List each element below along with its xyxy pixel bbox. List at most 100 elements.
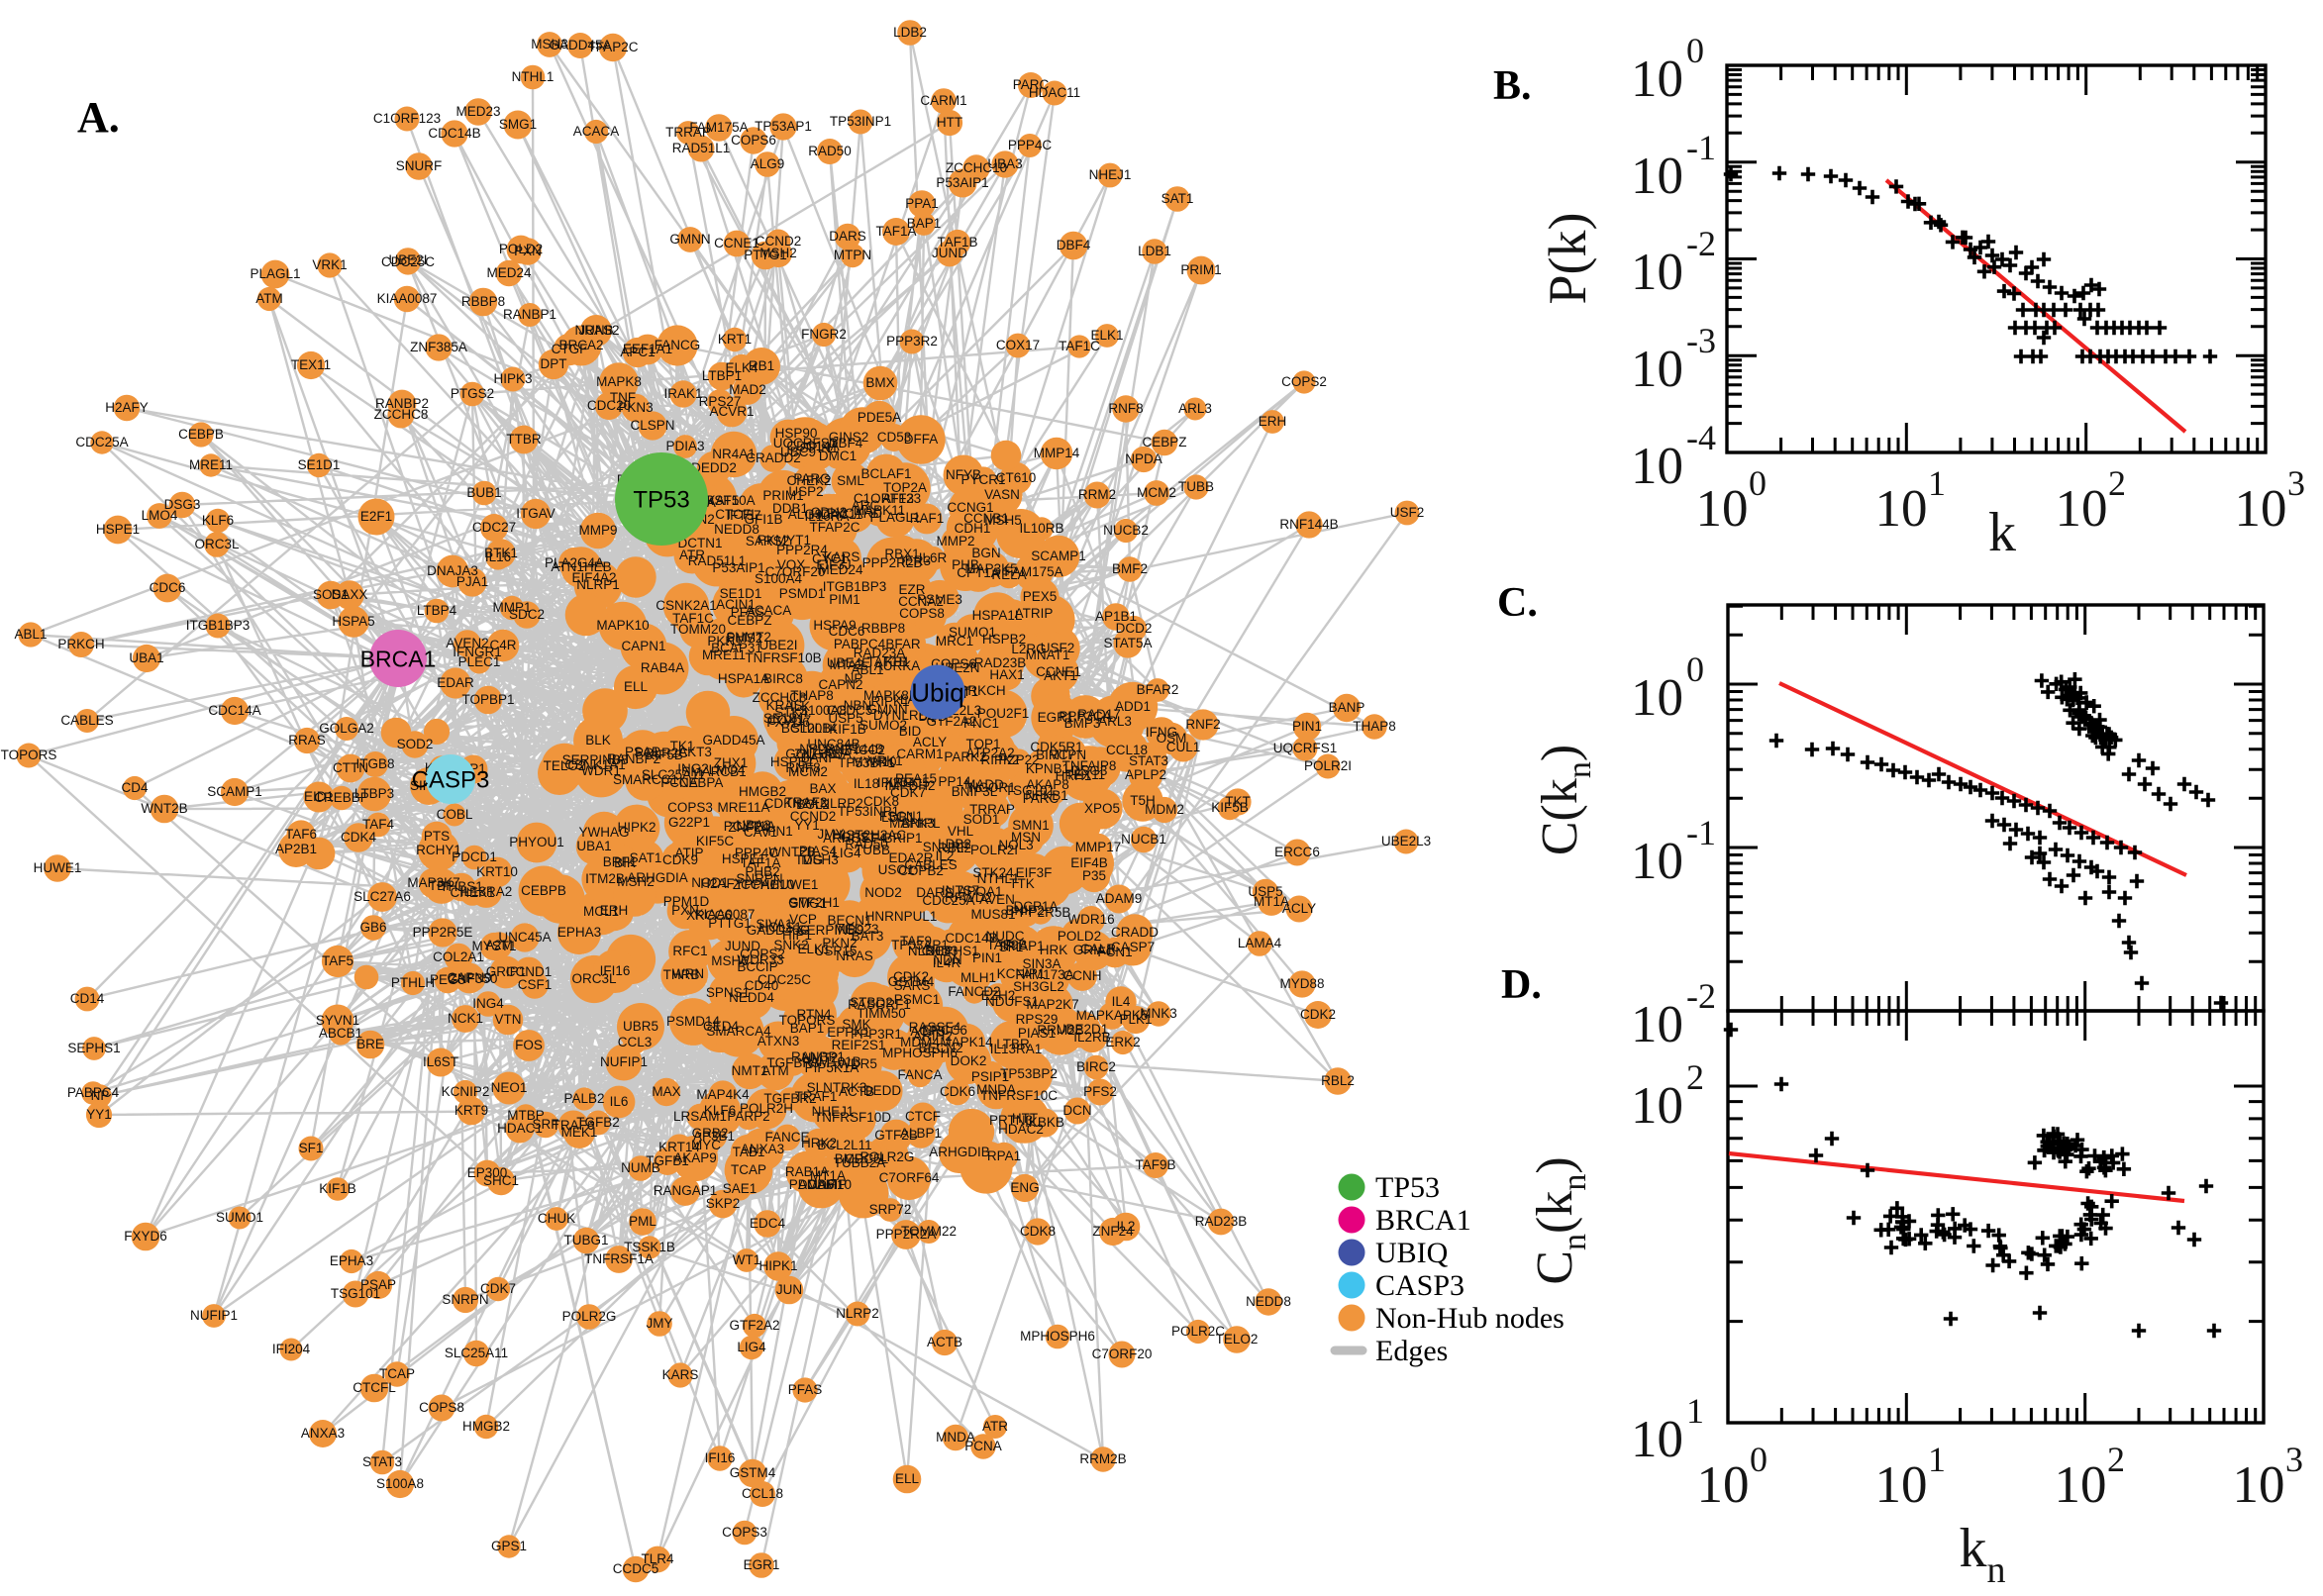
svg-text:MMP9: MMP9 <box>578 523 617 538</box>
svg-text:CT610: CT610 <box>996 470 1037 485</box>
svg-text:PPP2R5E: PPP2R5E <box>413 925 473 940</box>
svg-text:RANBP2: RANBP2 <box>375 396 429 411</box>
svg-text:GPS1: GPS1 <box>841 830 876 845</box>
svg-text:MPHOSPH6: MPHOSPH6 <box>882 1046 958 1060</box>
svg-text:BCLAF1: BCLAF1 <box>860 466 911 481</box>
svg-text:LTBP3: LTBP3 <box>354 786 394 801</box>
svg-text:HSPA1L: HSPA1L <box>972 608 1023 623</box>
svg-text:PXN: PXN <box>514 244 542 258</box>
svg-text:CDKN2A: CDKN2A <box>764 796 819 811</box>
svg-text:VOX: VOX <box>777 557 806 572</box>
svg-text:MAP4K4: MAP4K4 <box>696 1087 750 1102</box>
svg-text:MSH2: MSH2 <box>617 874 655 889</box>
svg-text:C4R: C4R <box>489 638 516 652</box>
svg-text:POLR2C: POLR2C <box>635 746 688 760</box>
svg-text:10: 10 <box>1631 244 1683 301</box>
svg-text:KARS: KARS <box>662 1367 699 1382</box>
svg-text:ARHGEF4: ARHGEF4 <box>823 831 886 846</box>
svg-text:MADD: MADD <box>964 777 1004 792</box>
svg-text:EIF4B: EIF4B <box>1070 855 1108 870</box>
svg-text:MLH1: MLH1 <box>960 970 996 985</box>
svg-text:BRIP1: BRIP1 <box>883 831 922 846</box>
svg-text:PSAP: PSAP <box>360 1277 396 1292</box>
svg-text:RAD51L1: RAD51L1 <box>672 141 731 155</box>
svg-text:MCL1: MCL1 <box>583 904 619 919</box>
svg-text:NUCB2: NUCB2 <box>1103 523 1149 538</box>
svg-text:ACACA: ACACA <box>573 124 620 139</box>
svg-text:LIG4: LIG4 <box>832 846 861 860</box>
svg-text:VRK1: VRK1 <box>312 257 347 272</box>
svg-text:RAD23B: RAD23B <box>1195 1214 1248 1229</box>
svg-text:S100A4: S100A4 <box>755 571 803 586</box>
svg-text:DCP1A: DCP1A <box>1013 899 1058 914</box>
svg-text:NPDA: NPDA <box>1125 451 1162 466</box>
svg-text:FCN1: FCN1 <box>1097 945 1132 959</box>
svg-text:PCNA: PCNA <box>660 775 698 790</box>
svg-text:NCOR1: NCOR1 <box>968 780 1015 795</box>
svg-text:RPS27: RPS27 <box>699 394 742 409</box>
svg-text:PSAP: PSAP <box>625 745 660 759</box>
svg-text:IL10RB: IL10RB <box>1019 521 1063 536</box>
svg-text:ERK2: ERK2 <box>1105 1035 1140 1049</box>
svg-text:DCD2: DCD2 <box>1116 621 1153 636</box>
svg-text:RNF144B: RNF144B <box>825 742 883 756</box>
svg-text:SCAMP1: SCAMP1 <box>207 784 262 799</box>
svg-text:HMGB2: HMGB2 <box>462 1419 510 1434</box>
svg-text:COPS3: COPS3 <box>722 1525 767 1540</box>
svg-text:GADD45G: GADD45G <box>747 923 811 938</box>
svg-text:ANXA3: ANXA3 <box>741 1142 784 1156</box>
svg-text:DSG3: DSG3 <box>164 497 201 512</box>
svg-text:TGFB1: TGFB1 <box>646 1153 689 1168</box>
svg-text:TBP: TBP <box>429 878 454 893</box>
svg-text:IL18: IL18 <box>854 776 879 791</box>
svg-text:UNC84B: UNC84B <box>807 737 859 751</box>
svg-text:BCL2L14: BCL2L14 <box>781 721 838 736</box>
svg-text:NDUFS1: NDUFS1 <box>985 994 1039 1009</box>
svg-text:CALR: CALR <box>1080 942 1116 956</box>
svg-text:SERPINB9: SERPINB9 <box>798 923 864 938</box>
svg-text:RANBP2: RANBP2 <box>607 751 660 766</box>
svg-text:MYH10: MYH10 <box>852 754 896 769</box>
svg-text:XRCC6: XRCC6 <box>686 908 732 923</box>
svg-text:PPA1: PPA1 <box>905 196 939 211</box>
svg-text:PTGS2: PTGS2 <box>451 386 494 401</box>
svg-text:EZR: EZR <box>899 582 926 597</box>
svg-text:KRT14: KRT14 <box>658 1140 700 1154</box>
svg-text:TRRAP: TRRAP <box>665 125 711 140</box>
svg-text:KRT10: KRT10 <box>476 864 518 879</box>
svg-text:BCCIP: BCCIP <box>737 959 777 974</box>
svg-text:TSG101: TSG101 <box>331 1286 380 1301</box>
svg-text:DARS: DARS <box>916 885 954 900</box>
svg-text:RASSF4: RASSF4 <box>909 1020 961 1035</box>
svg-text:DBF4: DBF4 <box>829 436 863 450</box>
svg-text:PJA1: PJA1 <box>456 574 488 589</box>
svg-text:BECN2: BECN2 <box>918 1041 962 1055</box>
svg-text:GOLGA3: GOLGA3 <box>785 747 841 761</box>
svg-text:IER3: IER3 <box>901 553 931 568</box>
svg-text:FANCE: FANCE <box>764 1130 809 1145</box>
svg-text:TUBB2A: TUBB2A <box>834 1155 886 1170</box>
svg-text:HTT: HTT <box>937 115 962 130</box>
svg-text:ALBP1: ALBP1 <box>900 1126 942 1141</box>
svg-text:RBBP8: RBBP8 <box>861 621 905 636</box>
svg-text:RBBP8: RBBP8 <box>461 294 505 309</box>
svg-text:0: 0 <box>1686 31 1704 70</box>
svg-text:MNK3: MNK3 <box>1140 1006 1177 1021</box>
svg-text:ATR: ATR <box>679 548 705 562</box>
svg-text:AKT3: AKT3 <box>678 745 712 759</box>
svg-text:MMP17: MMP17 <box>1075 840 1122 854</box>
svg-text:SMARCC1: SMARCC1 <box>613 772 678 787</box>
svg-text:ARL3: ARL3 <box>1178 401 1212 416</box>
svg-text:TOP2A: TOP2A <box>883 480 927 495</box>
svg-text:CSNK2A1: CSNK2A1 <box>656 598 717 613</box>
svg-text:HSPA1A: HSPA1A <box>718 671 769 686</box>
svg-text:MT1A: MT1A <box>1254 894 1289 909</box>
svg-text:KRT1: KRT1 <box>718 332 752 347</box>
svg-text:FANCG: FANCG <box>655 338 701 352</box>
svg-text:ACVR1: ACVR1 <box>709 404 754 419</box>
svg-text:SUMO1: SUMO1 <box>216 1210 263 1225</box>
svg-text:MAF: MAF <box>807 1177 836 1192</box>
svg-text:NLRP2: NLRP2 <box>836 1306 879 1321</box>
svg-text:CREBBP: CREBBP <box>314 790 369 805</box>
svg-text:HSPB2: HSPB2 <box>982 632 1026 647</box>
